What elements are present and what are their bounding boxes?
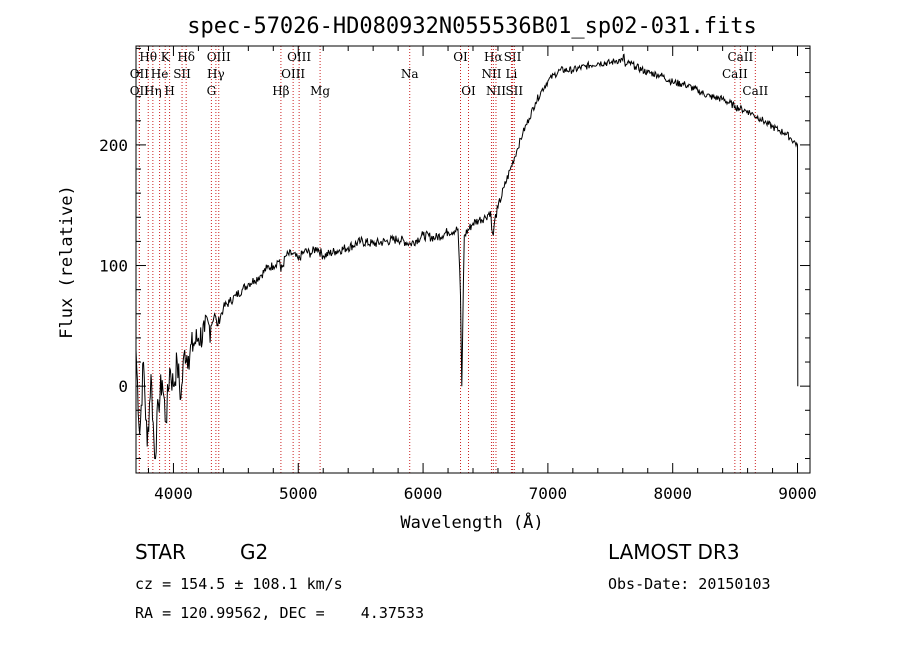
- subclass: G2: [240, 540, 269, 564]
- y-tick-label-0: 0: [118, 377, 128, 396]
- observation-date: Obs-Date: 20150103: [608, 575, 771, 593]
- x-tick-label-0: 4000: [154, 484, 193, 503]
- x-tick-label-4: 8000: [653, 484, 692, 503]
- line-label-17: OI: [453, 50, 468, 64]
- line-label-3: Hη: [144, 84, 162, 98]
- line-label-21: NII: [481, 67, 501, 81]
- x-tick-label-5: 9000: [778, 484, 817, 503]
- x-axis: 4000 5000 6000 7000 8000 9000: [147, 46, 817, 503]
- y-axis: 0 100 200: [99, 47, 810, 460]
- line-label-18: OI: [461, 84, 476, 98]
- line-label-14: OIII: [281, 67, 305, 81]
- line-label-8: SII: [173, 67, 191, 81]
- line-label-15: Mg: [310, 84, 330, 98]
- y-tick-label-1: 100: [99, 257, 128, 276]
- line-label-0: Hθ: [139, 50, 157, 64]
- line-label-20: SII: [504, 50, 522, 64]
- line-label-13: OIII: [287, 50, 311, 64]
- line-label-11: G: [207, 84, 217, 98]
- survey-name: LAMOST DR3: [608, 540, 740, 564]
- line-label-19: Hα: [484, 50, 503, 64]
- plot-frame: [135, 45, 811, 474]
- line-label-23: NII: [486, 84, 506, 98]
- object-class: STAR: [135, 540, 186, 564]
- x-tick-label-1: 5000: [279, 484, 318, 503]
- line-label-4: K: [161, 50, 171, 64]
- line-label-16: Na: [401, 67, 419, 81]
- line-label-2: OII: [130, 84, 150, 98]
- chart-title: spec-57026-HD080932N055536B01_sp02-031.f…: [187, 14, 757, 39]
- x-axis-label: Wavelength (Å): [400, 511, 543, 533]
- x-tick-label-2: 6000: [404, 484, 443, 503]
- x-tick-label-3: 7000: [529, 484, 568, 503]
- line-label-9: OIII: [207, 50, 231, 64]
- line-label-25: CaII: [727, 50, 753, 64]
- line-label-6: H: [164, 84, 174, 98]
- line-label-12: Hβ: [272, 84, 289, 98]
- line-label-5: He: [151, 67, 169, 81]
- y-tick-label-2: 200: [99, 136, 128, 155]
- line-label-7: Hδ: [177, 50, 195, 64]
- line-label-10: Hγ: [207, 67, 225, 81]
- coordinates-readout: RA = 120.99562, DEC = 4.37533: [135, 604, 424, 622]
- spectrum-line: [135, 53, 799, 460]
- redshift-readout: cz = 154.5 ± 108.1 km/s: [135, 575, 343, 593]
- line-label-26: CaII: [722, 67, 748, 81]
- line-label-27: CaII: [742, 84, 768, 98]
- line-label-24: SII: [505, 84, 523, 98]
- line-label-22: Li: [506, 67, 518, 81]
- y-axis-label: Flux (relative): [57, 185, 77, 339]
